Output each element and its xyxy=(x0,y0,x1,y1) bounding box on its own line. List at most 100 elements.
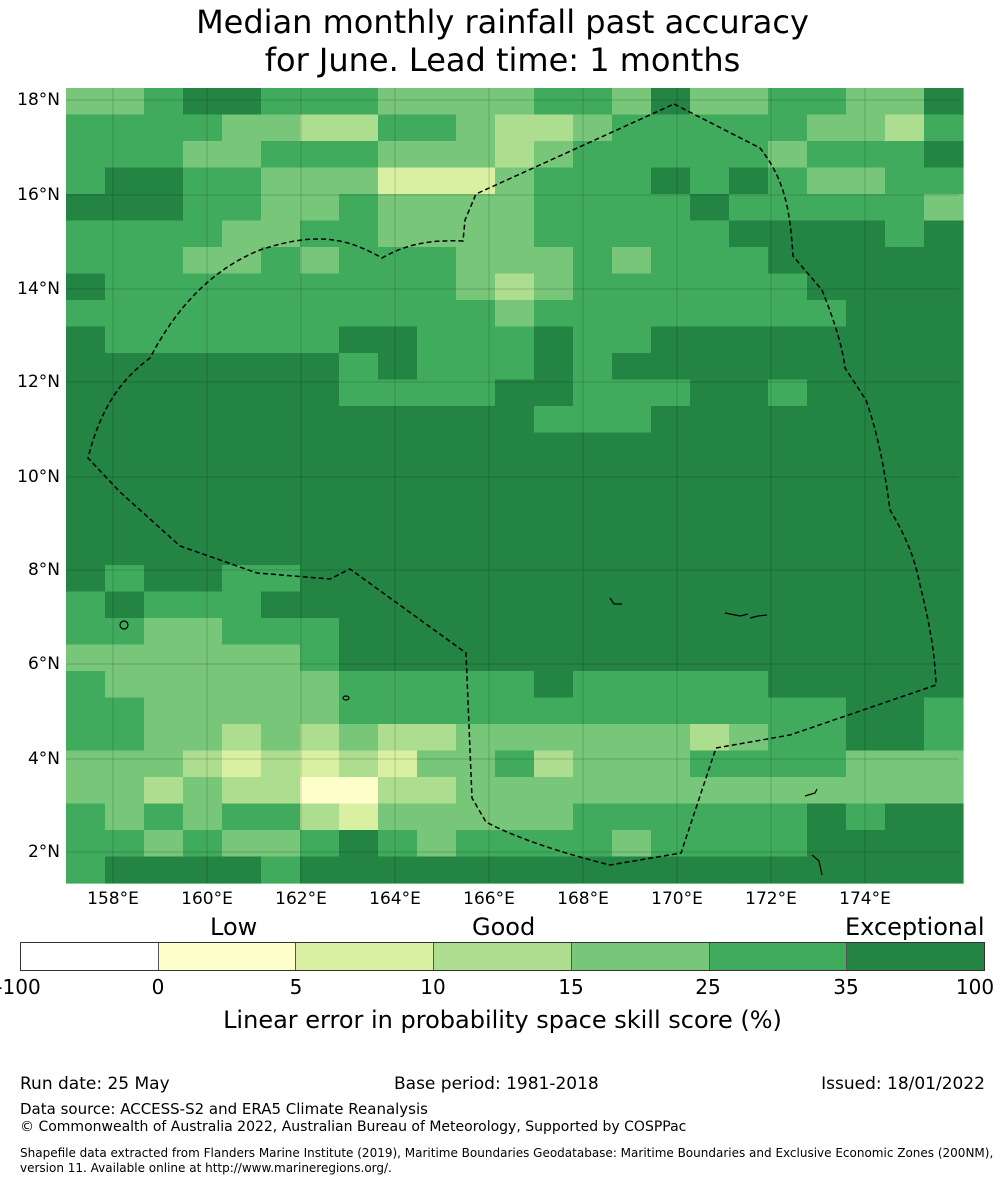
grid-cell xyxy=(807,459,847,487)
grid-cell xyxy=(339,803,379,831)
grid-cell xyxy=(378,618,418,646)
grid-cell xyxy=(417,194,457,222)
grid-cell xyxy=(222,167,262,195)
grid-cell xyxy=(885,591,925,619)
grid-cell xyxy=(885,432,925,460)
grid-cell xyxy=(339,644,379,672)
grid-cell xyxy=(651,300,691,328)
grid-cell xyxy=(573,565,613,593)
grid-cell xyxy=(729,671,769,699)
colorbar-segment xyxy=(434,943,572,970)
grid-cell xyxy=(651,326,691,354)
grid-cell xyxy=(807,432,847,460)
grid-cell xyxy=(66,459,106,487)
grid-cell xyxy=(66,379,106,407)
grid-cell xyxy=(222,856,262,884)
grid-cell xyxy=(105,485,145,513)
grid-cell xyxy=(534,194,574,222)
grid-cell xyxy=(612,326,652,354)
grid-cell xyxy=(534,300,574,328)
grid-cell xyxy=(261,141,301,169)
grid-cell xyxy=(573,379,613,407)
grid-cell xyxy=(378,114,418,142)
grid-cell xyxy=(807,777,847,805)
grid-cell xyxy=(729,114,769,142)
grid-cell xyxy=(534,644,574,672)
grid-cell xyxy=(105,194,145,222)
grid-cell xyxy=(183,432,223,460)
grid-cell xyxy=(378,565,418,593)
grid-cell xyxy=(495,220,535,248)
grid-cell xyxy=(768,406,808,434)
grid-cell xyxy=(378,724,418,752)
grid-cell xyxy=(651,273,691,301)
grid-cell xyxy=(846,565,886,593)
grid-cell xyxy=(534,247,574,275)
grid-cell xyxy=(417,777,457,805)
lat-tick-12n: 12°N xyxy=(17,372,60,392)
grid-cell xyxy=(66,671,106,699)
grid-cell xyxy=(534,671,574,699)
grid-cell xyxy=(807,88,847,116)
grid-cell xyxy=(612,856,652,884)
grid-cell xyxy=(183,803,223,831)
grid-cell xyxy=(846,247,886,275)
grid-cell xyxy=(495,194,535,222)
grid-cell xyxy=(339,671,379,699)
grid-cell xyxy=(885,220,925,248)
grid-cell xyxy=(66,644,106,672)
grid-cell xyxy=(339,432,379,460)
grid-cell xyxy=(924,750,964,778)
grid-cell xyxy=(807,300,847,328)
grid-cell xyxy=(729,697,769,725)
grid-cell xyxy=(144,697,184,725)
copyright: © Commonwealth of Australia 2022, Austra… xyxy=(20,1119,687,1135)
grid-cell xyxy=(261,432,301,460)
grid-cell xyxy=(339,88,379,116)
colorbar-tick: 25 xyxy=(695,975,721,999)
grid-cell xyxy=(807,856,847,884)
lon-tick-172e: 172°E xyxy=(745,889,797,909)
grid-cell xyxy=(105,830,145,858)
grid-cell xyxy=(144,114,184,142)
lon-tick-166e: 166°E xyxy=(463,889,515,909)
grid-cell xyxy=(183,618,223,646)
grid-cell xyxy=(222,353,262,381)
colorbar xyxy=(20,942,985,971)
grid-cell xyxy=(378,141,418,169)
grid-cell xyxy=(846,353,886,381)
grid-cell xyxy=(612,512,652,540)
grid-cell xyxy=(222,273,262,301)
grid-cell xyxy=(924,591,964,619)
grid-cell xyxy=(222,750,262,778)
grid-cell xyxy=(144,485,184,513)
lon-tick-174e: 174°E xyxy=(839,889,891,909)
grid-cell xyxy=(495,591,535,619)
grid-cell xyxy=(183,565,223,593)
grid-cell xyxy=(66,167,106,195)
grid-cell xyxy=(456,485,496,513)
grid-cell xyxy=(885,353,925,381)
grid-cell xyxy=(612,485,652,513)
grid-cell xyxy=(846,114,886,142)
grid-cell xyxy=(495,300,535,328)
grid-cell xyxy=(183,671,223,699)
grid-cell xyxy=(690,379,730,407)
grid-cell xyxy=(378,300,418,328)
lat-tick-16n: 16°N xyxy=(17,185,60,205)
grid-cell xyxy=(261,88,301,116)
grid-cell xyxy=(417,724,457,752)
grid-cell xyxy=(495,724,535,752)
grid-cell xyxy=(573,724,613,752)
grid-cell xyxy=(690,697,730,725)
grid-cell xyxy=(378,830,418,858)
grid-cell xyxy=(222,247,262,275)
grid-cell xyxy=(378,88,418,116)
grid-cell xyxy=(807,644,847,672)
grid-cell xyxy=(612,565,652,593)
grid-cell xyxy=(144,565,184,593)
grid-cell xyxy=(495,88,535,116)
grid-cell xyxy=(183,538,223,566)
grid-cell xyxy=(261,273,301,301)
grid-cell xyxy=(495,167,535,195)
